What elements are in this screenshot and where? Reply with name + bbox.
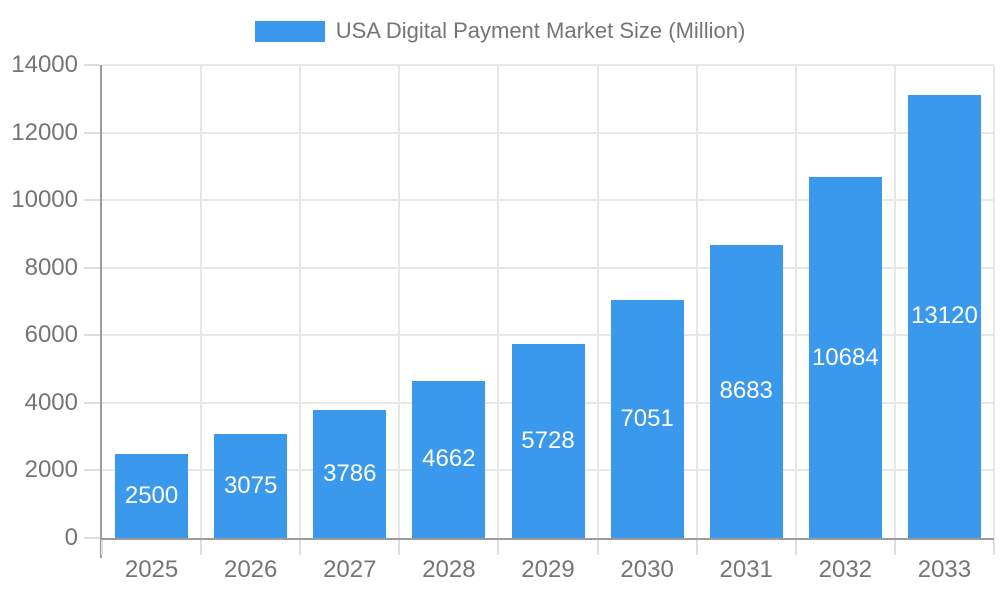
bar: 13120 — [907, 94, 981, 538]
v-gridline — [398, 65, 401, 538]
y-tick-mark — [84, 537, 100, 539]
x-tick-mark — [497, 540, 500, 555]
h-gridline — [102, 64, 994, 66]
h-gridline — [102, 266, 994, 269]
bar: 5728 — [511, 344, 585, 538]
x-tick-mark — [596, 540, 599, 555]
v-gridline — [794, 65, 797, 538]
y-axis-tick-label: 6000 — [24, 321, 78, 349]
v-gridline — [200, 65, 203, 538]
y-tick-mark — [84, 469, 100, 472]
x-axis-tick-label: 2029 — [521, 556, 575, 583]
legend-swatch-icon — [254, 20, 325, 42]
bar: 3786 — [313, 410, 387, 538]
x-tick-mark — [993, 540, 995, 555]
y-tick-mark — [84, 334, 100, 337]
x-axis-tick-label: 2033 — [917, 556, 972, 583]
x-axis-tick-label: 2028 — [422, 556, 476, 583]
y-tick-mark — [84, 401, 100, 404]
legend-item[interactable]: USA Digital Payment Market Size (Million… — [254, 18, 746, 44]
x-axis-tick-label: 2032 — [818, 556, 873, 583]
bar: 10684 — [808, 177, 882, 538]
legend-label: USA Digital Payment Market Size (Million… — [335, 18, 746, 43]
y-tick-mark — [84, 131, 100, 134]
bar-value-label: 4662 — [422, 445, 476, 473]
v-gridline — [299, 65, 302, 538]
y-axis-tick-label: 14000 — [11, 51, 78, 78]
bar: 2500 — [115, 453, 189, 538]
bar-value-label: 13120 — [911, 302, 978, 330]
h-gridline — [102, 199, 994, 202]
x-axis-tick-label: 2026 — [223, 556, 278, 583]
y-axis-tick-label: 10000 — [11, 186, 78, 214]
x-tick-mark — [200, 540, 203, 555]
plot-area: 2500 3075 3786 4662 5728 7051 8683 10684 13120 — [102, 64, 995, 538]
bar-value-label: 10684 — [811, 343, 879, 371]
x-tick-mark — [695, 540, 698, 555]
y-tick-mark — [84, 266, 100, 269]
x-axis-tick-label: 2030 — [620, 556, 674, 583]
x-tick-mark — [794, 540, 797, 555]
y-axis-tick-label: 0 — [64, 524, 78, 551]
v-gridline — [695, 65, 698, 538]
y-axis-tick-label: 8000 — [24, 253, 78, 281]
bar-value-label: 3075 — [223, 472, 278, 500]
x-tick-mark — [101, 540, 103, 555]
x-tick-mark — [893, 540, 896, 555]
bar: 8683 — [709, 244, 783, 538]
bar: 3075 — [214, 434, 288, 538]
x-tick-mark — [299, 540, 302, 555]
y-axis-tick-label: 12000 — [11, 118, 78, 146]
bar: 7051 — [610, 299, 684, 538]
x-axis-line — [102, 538, 994, 540]
legend: USA Digital Payment Market Size (Million… — [0, 18, 1000, 44]
bar: 4662 — [412, 380, 486, 538]
y-tick-mark — [84, 199, 100, 202]
y-axis-line — [100, 65, 102, 558]
bar-value-label: 3786 — [323, 460, 377, 488]
h-gridline — [102, 334, 994, 337]
x-axis-tick-label: 2027 — [323, 556, 377, 583]
bar-value-label: 2500 — [124, 481, 179, 509]
x-tick-mark — [398, 540, 401, 555]
h-gridline — [102, 131, 994, 134]
x-axis-tick-label: 2031 — [719, 556, 773, 583]
y-axis-tick-label: 2000 — [24, 456, 78, 484]
v-gridline — [497, 65, 500, 538]
y-tick-mark — [84, 64, 100, 66]
v-gridline — [596, 65, 599, 538]
bar-value-label: 7051 — [620, 404, 674, 432]
y-axis-tick-label: 4000 — [24, 388, 78, 416]
v-gridline — [893, 65, 896, 538]
v-gridline — [993, 65, 995, 538]
bar-value-label: 5728 — [521, 427, 575, 455]
bar-value-label: 8683 — [719, 377, 773, 405]
x-axis-tick-label: 2025 — [124, 556, 179, 583]
